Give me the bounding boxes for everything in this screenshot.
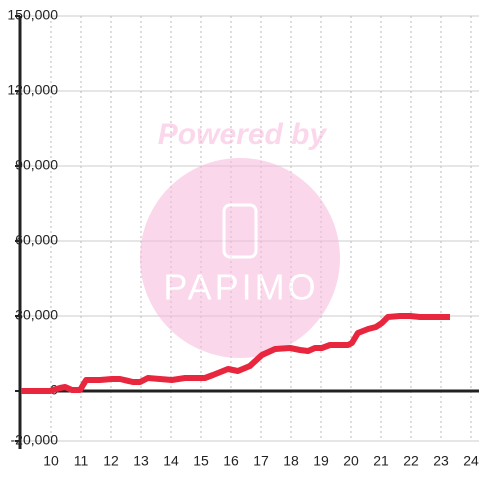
- x-tick-label: 14: [163, 453, 179, 469]
- watermark-icon: [222, 203, 258, 259]
- y-tick-label: 90,000: [15, 157, 58, 173]
- x-tick-label: 11: [74, 453, 89, 469]
- x-tick-label: 23: [433, 453, 449, 469]
- x-tick-label: 13: [133, 453, 149, 469]
- y-tick-label: 150,000: [7, 7, 58, 23]
- y-tick-label: 30,000: [15, 307, 58, 323]
- x-tick-label: 16: [223, 453, 239, 469]
- watermark-title: Powered by: [158, 118, 328, 151]
- x-tick-label: 20: [343, 453, 359, 469]
- y-tick-label: 60,000: [15, 232, 58, 248]
- x-tick-label: 15: [193, 453, 209, 469]
- y-tick-label: -20,000: [11, 432, 59, 448]
- x-tick-label: 19: [313, 453, 329, 469]
- watermark-logo: PAPIMO: [163, 267, 318, 308]
- data-line: [20, 313, 450, 394]
- x-tick-label: 10: [43, 453, 59, 469]
- y-tick-label: 120,000: [7, 82, 58, 98]
- x-tick-label: 24: [463, 453, 479, 469]
- x-tick-label: 22: [403, 453, 419, 469]
- x-tick-label: 18: [283, 453, 299, 469]
- x-tick-label: 21: [373, 453, 389, 469]
- x-tick-label: 17: [253, 453, 269, 469]
- x-tick-label: 12: [103, 453, 119, 469]
- watermark: Powered by PAPIMO: [140, 118, 340, 358]
